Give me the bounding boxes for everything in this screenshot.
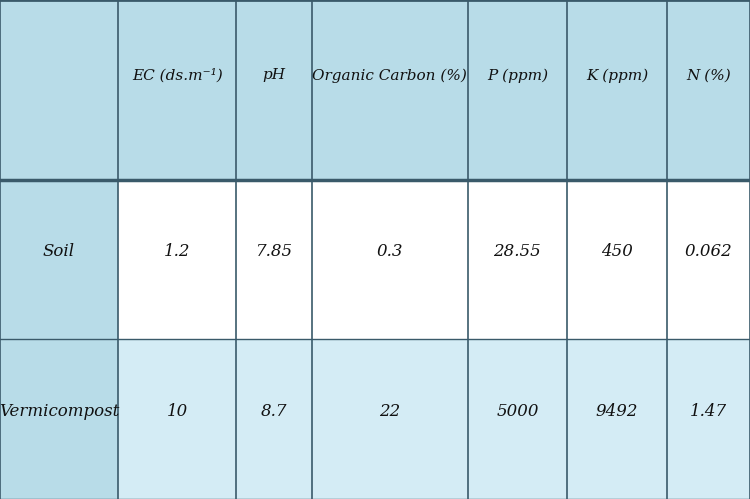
Bar bbox=[567, 180, 667, 339]
Text: 7.85: 7.85 bbox=[256, 243, 292, 260]
Bar bbox=[236, 0, 312, 180]
Text: EC (ds.m⁻¹): EC (ds.m⁻¹) bbox=[132, 68, 223, 83]
Text: pH: pH bbox=[262, 68, 286, 82]
Text: P (ppm): P (ppm) bbox=[487, 68, 548, 83]
Text: 5000: 5000 bbox=[496, 403, 538, 420]
Text: 0.062: 0.062 bbox=[685, 243, 733, 260]
Bar bbox=[0, 180, 118, 339]
Bar bbox=[567, 0, 667, 180]
Bar bbox=[312, 0, 467, 180]
Text: 8.7: 8.7 bbox=[261, 403, 287, 420]
Bar bbox=[467, 339, 567, 499]
Text: Vermicompost: Vermicompost bbox=[0, 403, 119, 420]
Bar bbox=[467, 0, 567, 180]
Bar bbox=[312, 180, 467, 339]
Bar bbox=[118, 180, 236, 339]
Text: 22: 22 bbox=[380, 403, 400, 420]
Text: Organic Carbon (%): Organic Carbon (%) bbox=[312, 68, 467, 83]
Bar bbox=[667, 339, 750, 499]
Text: 9492: 9492 bbox=[596, 403, 638, 420]
Bar bbox=[0, 0, 118, 180]
Bar bbox=[567, 339, 667, 499]
Bar bbox=[118, 0, 236, 180]
Bar bbox=[118, 339, 236, 499]
Bar bbox=[236, 180, 312, 339]
Text: 450: 450 bbox=[602, 243, 633, 260]
Text: Soil: Soil bbox=[43, 243, 75, 260]
Text: 1.47: 1.47 bbox=[690, 403, 727, 420]
Text: K (ppm): K (ppm) bbox=[586, 68, 648, 83]
Text: 0.3: 0.3 bbox=[376, 243, 403, 260]
Bar bbox=[312, 339, 467, 499]
Bar bbox=[667, 0, 750, 180]
Bar bbox=[236, 339, 312, 499]
Bar bbox=[667, 180, 750, 339]
Bar bbox=[467, 180, 567, 339]
Text: 28.55: 28.55 bbox=[494, 243, 542, 260]
Bar bbox=[0, 339, 118, 499]
Text: N (%): N (%) bbox=[686, 68, 731, 82]
Text: 10: 10 bbox=[166, 403, 188, 420]
Text: 1.2: 1.2 bbox=[164, 243, 190, 260]
